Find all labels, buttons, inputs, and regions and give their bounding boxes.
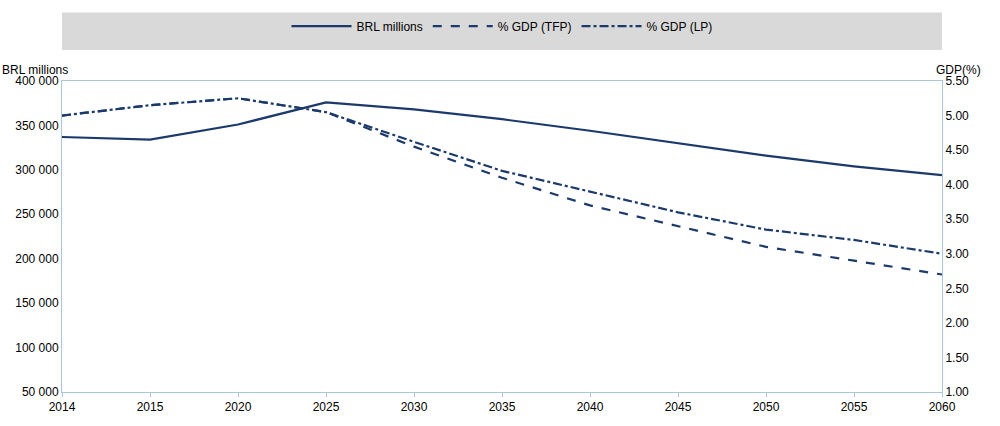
svg-text:1.50: 1.50	[945, 351, 969, 365]
svg-text:% GDP (TFP): % GDP (TFP)	[498, 20, 572, 34]
svg-text:2020: 2020	[225, 400, 252, 414]
svg-text:2060: 2060	[929, 400, 956, 414]
svg-text:5.50: 5.50	[945, 74, 969, 88]
svg-text:2040: 2040	[577, 400, 604, 414]
svg-text:2.50: 2.50	[945, 282, 969, 296]
svg-text:2014: 2014	[49, 400, 76, 414]
svg-text:2025: 2025	[313, 400, 340, 414]
svg-text:2045: 2045	[665, 400, 692, 414]
svg-text:3.50: 3.50	[945, 212, 969, 226]
svg-text:200 000: 200 000	[15, 252, 59, 266]
svg-text:100 000: 100 000	[15, 341, 59, 355]
svg-text:4.50: 4.50	[945, 143, 969, 157]
svg-text:BRL millions: BRL millions	[2, 63, 68, 77]
svg-text:2015: 2015	[137, 400, 164, 414]
svg-text:400 000: 400 000	[15, 74, 59, 88]
svg-text:2030: 2030	[401, 400, 428, 414]
svg-text:2.00: 2.00	[945, 316, 969, 330]
svg-text:3.00: 3.00	[945, 247, 969, 261]
svg-text:350 000: 350 000	[15, 119, 59, 133]
svg-text:50 000: 50 000	[22, 385, 59, 399]
svg-text:4.00: 4.00	[945, 178, 969, 192]
svg-text:BRL millions: BRL millions	[357, 20, 423, 34]
svg-text:300 000: 300 000	[15, 163, 59, 177]
svg-text:2035: 2035	[489, 400, 516, 414]
svg-text:2055: 2055	[841, 400, 868, 414]
svg-text:GDP(%): GDP(%)	[936, 63, 981, 77]
svg-text:5.00: 5.00	[945, 109, 969, 123]
svg-text:% GDP (LP): % GDP (LP)	[647, 20, 713, 34]
svg-text:150 000: 150 000	[15, 296, 59, 310]
svg-text:1.00: 1.00	[945, 385, 969, 399]
svg-text:2050: 2050	[753, 400, 780, 414]
svg-text:250 000: 250 000	[15, 207, 59, 221]
